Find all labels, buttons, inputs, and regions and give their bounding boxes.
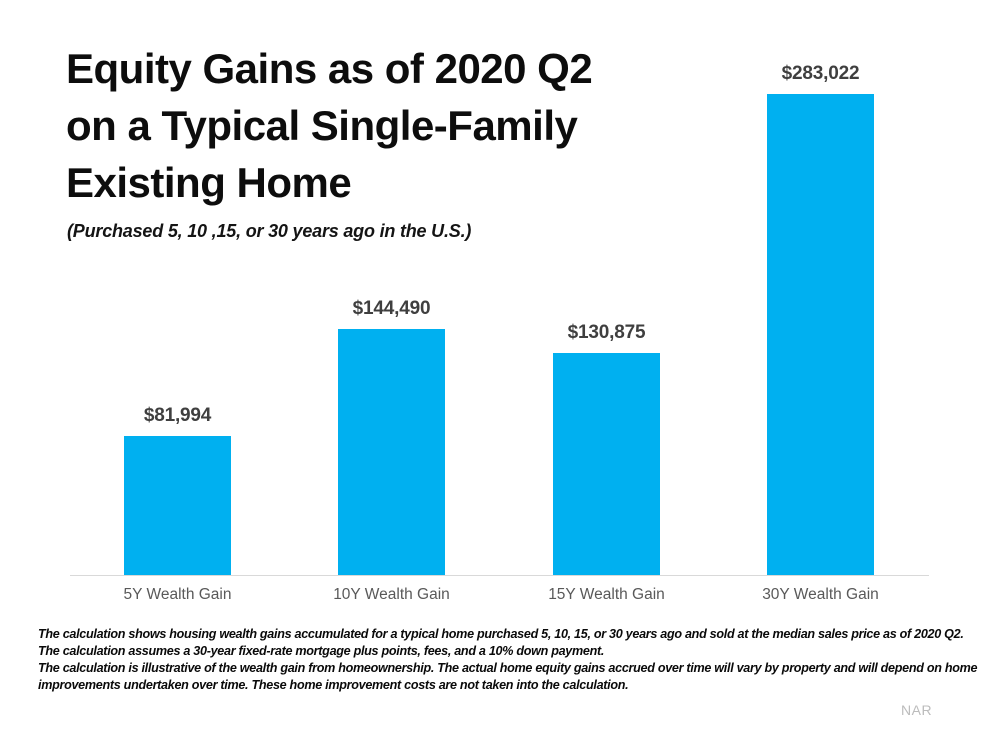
bar-value-label: $144,490 xyxy=(352,298,431,319)
footnote-line: improvements undertaken over time. These… xyxy=(38,678,629,692)
footnote-line: The calculation assumes a 30-year fixed-… xyxy=(38,644,605,658)
bar-15y-wealth-gain xyxy=(553,353,660,575)
footnote: The calculation shows housing wealth gai… xyxy=(38,626,978,694)
bar-5y-wealth-gain xyxy=(124,436,231,575)
bar-30y-wealth-gain xyxy=(767,94,874,575)
footnote-line: The calculation is illustrative of the w… xyxy=(38,661,978,675)
bar-value-label: $130,875 xyxy=(567,322,646,343)
x-axis-category-label: 5Y Wealth Gain xyxy=(123,586,232,603)
source-attribution: NAR xyxy=(901,702,933,718)
x-axis-category-label: 15Y Wealth Gain xyxy=(548,586,665,603)
bar-value-label: $283,022 xyxy=(781,63,860,84)
bar-10y-wealth-gain xyxy=(338,329,445,575)
x-axis-line xyxy=(70,575,929,576)
x-axis-category-label: 10Y Wealth Gain xyxy=(333,586,450,603)
bar-value-label: $81,994 xyxy=(143,405,212,426)
x-axis-category-label: 30Y Wealth Gain xyxy=(762,586,879,603)
footnote-line: The calculation shows housing wealth gai… xyxy=(38,627,964,641)
chart-title: Equity Gains as of 2020 Q2 on a Typical … xyxy=(66,45,593,206)
chart-subtitle: (Purchased 5, 10 ,15, or 30 years ago in… xyxy=(67,221,472,241)
